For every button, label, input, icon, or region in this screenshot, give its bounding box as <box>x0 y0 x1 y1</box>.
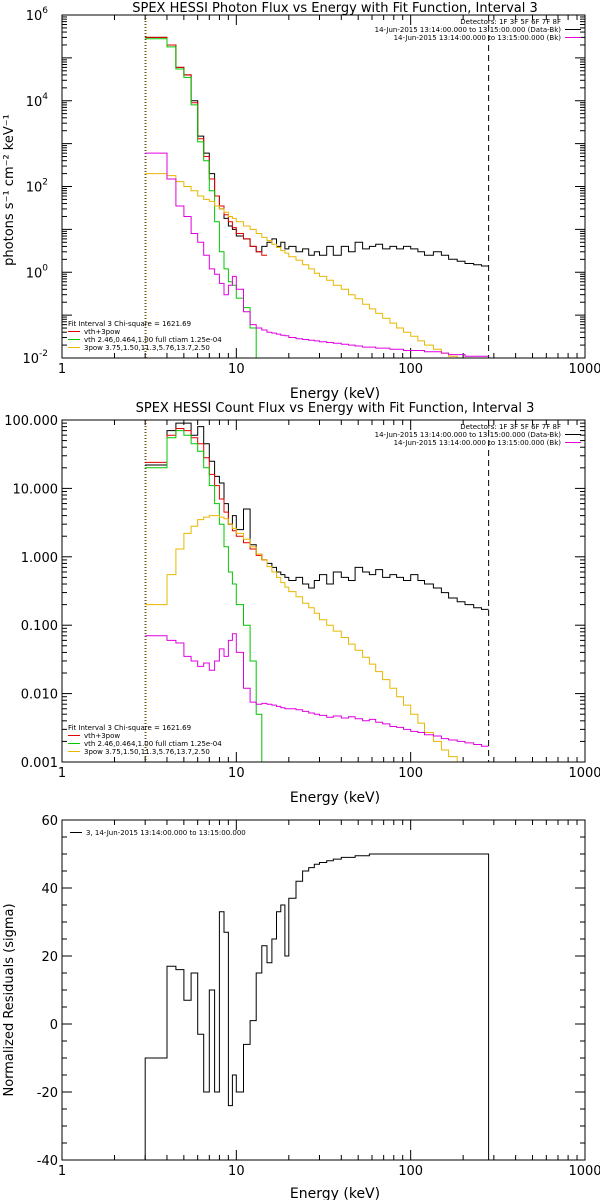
x-tick-label: 100 <box>398 1164 423 1179</box>
y-tick-label: 0.001 <box>21 756 58 771</box>
legend-entry: vth+3pow <box>84 328 120 336</box>
legend-entry: 3pow 3.75,1.50,11.3,5.76,13.7,2.50 <box>84 748 210 756</box>
x-tick-label: 1000 <box>568 362 600 377</box>
photon-flux-panel: SPEX HESSI Photon Flux vs Energy with Fi… <box>2 1 600 402</box>
y-tick-label: 100 <box>26 263 49 281</box>
legend-entry: 14-Jun-2015 13:14:00.000 to 13:15:00.000… <box>394 439 562 447</box>
series-line-4 <box>145 152 489 357</box>
panel-title: SPEX HESSI Count Flux vs Energy with Fit… <box>136 401 535 416</box>
y-axis-label: photons s⁻¹ cm⁻² keV⁻¹ <box>2 114 17 266</box>
legend-entry: Detectors: 1F 3F 5F 6F 7F 8F <box>460 423 561 431</box>
y-tick-label: 10.000 <box>13 482 59 497</box>
series-line-3 <box>145 173 466 358</box>
x-tick-label: 1000 <box>568 766 600 781</box>
series-line-4 <box>145 633 489 747</box>
y-tick-label: 100.000 <box>4 414 58 429</box>
y-tick-label: 102 <box>26 178 48 196</box>
x-axis-label: Energy (keV) <box>290 790 380 806</box>
x-tick-label: 10 <box>228 766 245 781</box>
legend-entry: vth 2.46,0.464,1.00 full ctiam 1.25e-04 <box>84 740 222 748</box>
plot-frame <box>61 819 586 1161</box>
legend-entry: vth+3pow <box>84 732 120 740</box>
legend-entry: 14-Jun-2015 13:14:00.000 to 13:15:00.000… <box>375 431 562 439</box>
series-line-2 <box>145 430 267 762</box>
legend-entry: vth 2.46,0.464,1.00 full ctiam 1.25e-04 <box>84 336 222 344</box>
legend-entry: 3, 14-Jun-2015 13:14:00.000 to 13:15:00.… <box>86 829 246 837</box>
residuals-panel: Energy (keV) Normalized Residuals (sigma… <box>2 814 600 1200</box>
y-tick-label: -40 <box>37 1154 58 1169</box>
series-line-1 <box>145 428 267 561</box>
x-tick-label: 1000 <box>568 1164 600 1179</box>
y-axis-label: Normalized Residuals (sigma) <box>2 903 17 1096</box>
legend-entry: Fit Interval 3 Chi-square = 1621.69 <box>68 724 191 732</box>
legend-entry: 14-Jun-2015 13:14:00.000 to 13:15:00.000… <box>375 26 562 34</box>
x-tick-label: 10 <box>228 362 245 377</box>
plot-frame <box>61 14 586 359</box>
series-line-1 <box>145 36 267 256</box>
legend-entry: 3pow 3.75,1.50,11.3,5.76,13.7,2.50 <box>84 344 210 352</box>
series-line-0 <box>145 36 489 267</box>
y-tick-label: 106 <box>26 6 49 24</box>
x-tick-label: 1 <box>58 766 66 781</box>
x-tick-label: 10 <box>228 1164 245 1179</box>
plot-frame <box>61 419 586 763</box>
y-tick-label: -20 <box>37 1086 58 1101</box>
y-tick-label: 1.000 <box>21 551 58 566</box>
y-tick-label: 0.100 <box>21 619 58 634</box>
y-tick-label: 20 <box>41 950 58 965</box>
y-tick-label: 40 <box>41 882 58 897</box>
y-tick-label: 60 <box>41 814 58 829</box>
x-axis-label: Energy (keV) <box>290 1186 380 1200</box>
legend-entry: Fit Interval 3 Chi-square = 1621.69 <box>68 320 191 328</box>
legend-entry: Detectors: 1F 3F 5F 6F 7F 8F <box>460 18 561 26</box>
y-tick-label: 104 <box>26 92 49 110</box>
x-axis-label: Energy (keV) <box>290 386 380 402</box>
y-tick-label: 10-2 <box>22 349 48 367</box>
x-tick-label: 100 <box>398 766 423 781</box>
series-line-3 <box>145 515 466 762</box>
legend-entry: 14-Jun-2015 13:14:00.000 to 13:15:00.000… <box>394 34 562 42</box>
series-line-2 <box>145 38 263 358</box>
x-tick-label: 100 <box>398 362 423 377</box>
y-tick-label: 0.010 <box>21 688 58 703</box>
series-line-0 <box>144 853 490 1160</box>
y-tick-label: 0 <box>50 1018 58 1033</box>
x-tick-label: 1 <box>58 362 66 377</box>
series-line-0 <box>145 422 489 610</box>
x-tick-label: 1 <box>58 1164 66 1179</box>
count-flux-panel: SPEX HESSI Count Flux vs Energy with Fit… <box>4 401 600 806</box>
panel-title: SPEX HESSI Photon Flux vs Energy with Fi… <box>132 1 538 16</box>
